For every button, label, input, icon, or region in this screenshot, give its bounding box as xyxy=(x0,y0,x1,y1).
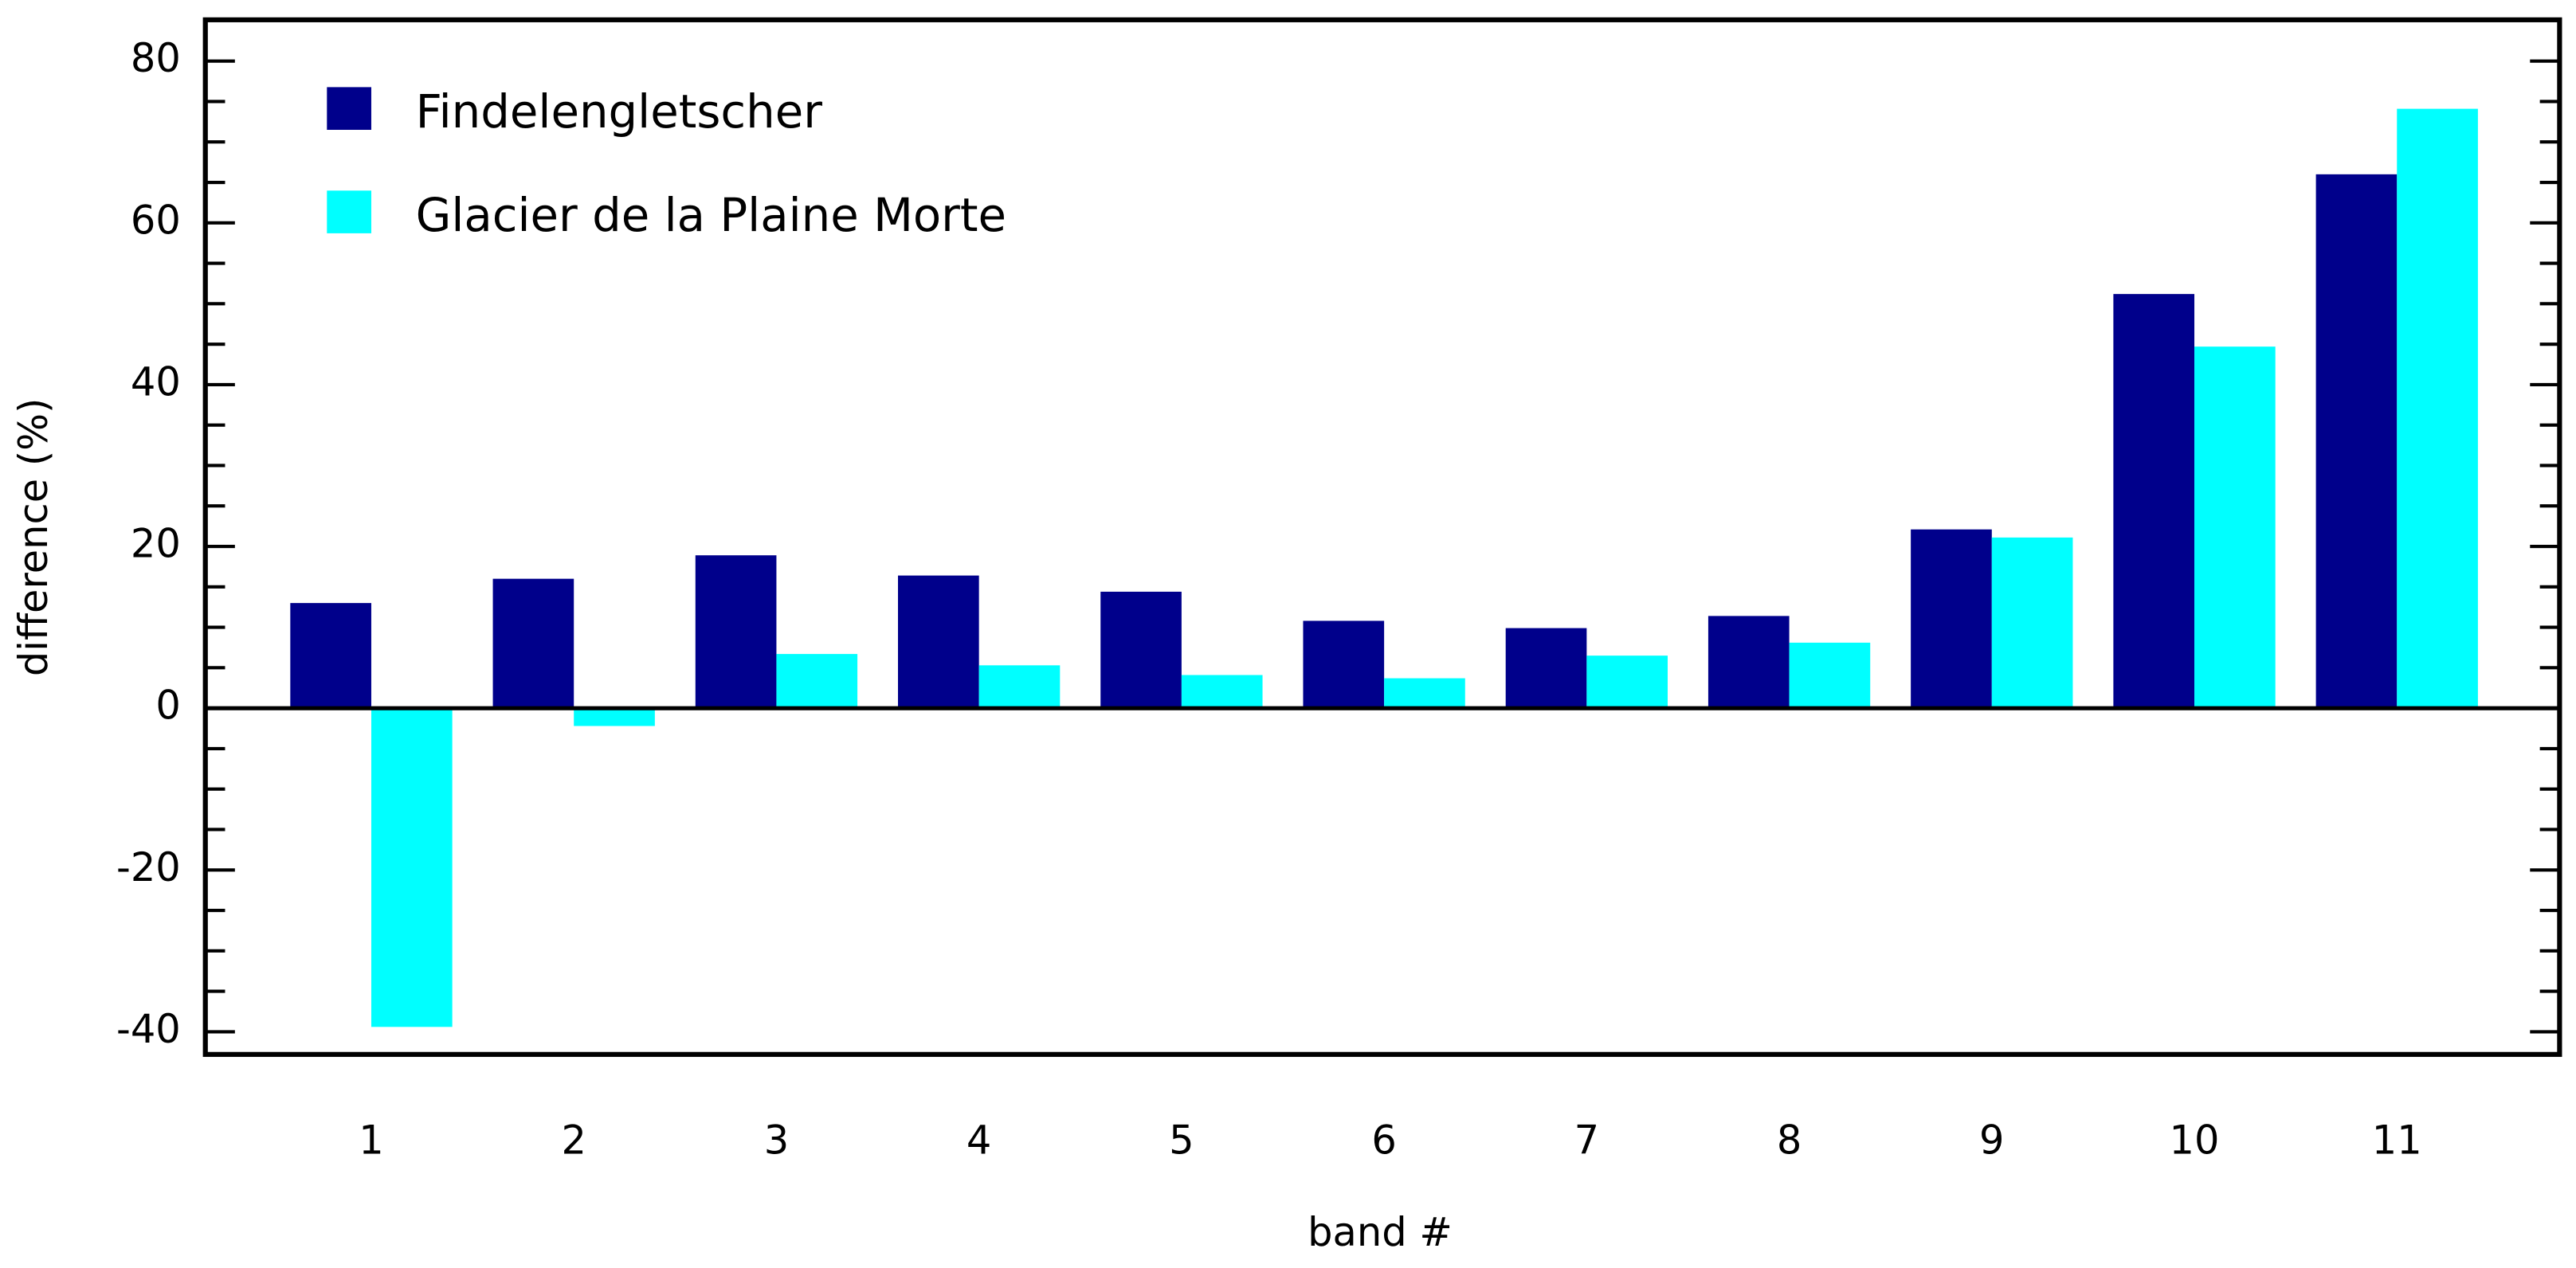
x-tick-label: 7 xyxy=(1574,1117,1599,1164)
legend-swatch xyxy=(327,190,371,233)
plot-frame xyxy=(202,17,2562,1057)
bar xyxy=(1384,678,1465,709)
bar xyxy=(1991,537,2073,709)
bar xyxy=(898,575,979,709)
x-tick-label: 10 xyxy=(2170,1117,2220,1164)
bar xyxy=(574,708,655,726)
y-tick-label: 80 xyxy=(131,35,181,81)
y-tick-label: 60 xyxy=(131,197,181,243)
x-tick-label: 3 xyxy=(764,1117,789,1164)
x-tick-label: 9 xyxy=(1979,1117,2004,1164)
x-tick-label: 8 xyxy=(1777,1117,1802,1164)
x-tick-label: 2 xyxy=(561,1117,586,1164)
y-tick-label: -40 xyxy=(116,1006,181,1052)
bar xyxy=(2315,174,2398,709)
bar xyxy=(290,603,371,709)
bar xyxy=(1789,642,1871,709)
bar xyxy=(695,555,777,709)
x-tick-label: 4 xyxy=(966,1117,991,1164)
bar xyxy=(2397,108,2478,709)
x-tick-label: 1 xyxy=(359,1117,383,1164)
x-axis-label: band # xyxy=(1308,1209,1453,1255)
x-tick-label: 6 xyxy=(1371,1117,1396,1164)
y-axis-label: difference (%) xyxy=(10,398,57,677)
bar xyxy=(371,708,453,1027)
bar xyxy=(1708,616,1790,709)
legend-swatch xyxy=(327,87,371,131)
x-tick-label: 5 xyxy=(1169,1117,1194,1164)
bar xyxy=(2113,294,2195,709)
bar xyxy=(492,578,574,709)
bar xyxy=(776,654,858,709)
bar xyxy=(1911,529,1992,709)
bar xyxy=(1586,656,1668,709)
legend-label: Glacier de la Plaine Morte xyxy=(416,188,1006,242)
x-tick-label: 11 xyxy=(2372,1117,2422,1164)
bar xyxy=(1181,675,1263,709)
y-tick-label: -20 xyxy=(116,844,181,890)
bar xyxy=(978,665,1061,709)
bar xyxy=(1303,620,1385,709)
y-tick-label: 20 xyxy=(131,521,181,567)
bar xyxy=(1100,591,1182,709)
legend-label: Findelengletscher xyxy=(416,84,823,139)
y-tick-label: 0 xyxy=(155,683,180,729)
y-tick-label: 40 xyxy=(131,358,181,405)
bar xyxy=(2194,346,2276,709)
bar xyxy=(1505,628,1587,709)
